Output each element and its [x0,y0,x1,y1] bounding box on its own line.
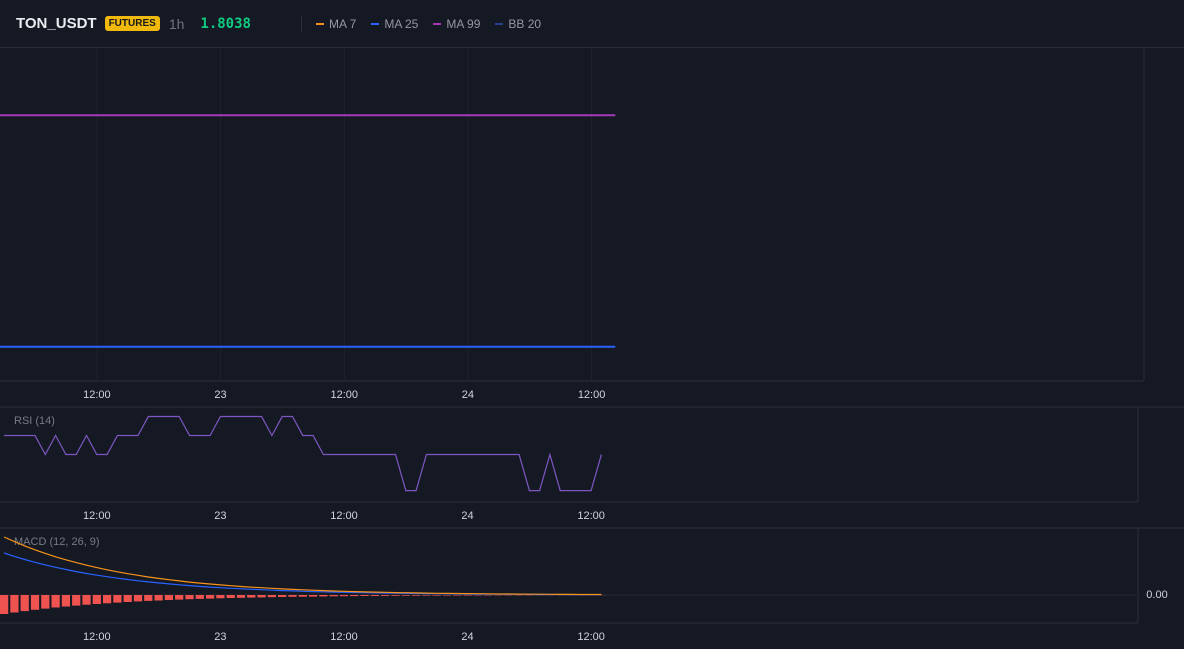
histogram-bar [20,595,29,612]
histogram-bar [411,595,421,596]
x-tick-label: 24 [461,631,473,643]
histogram-bar [463,595,472,596]
legend-label: MA 7 [328,16,357,31]
histogram-bar [442,595,452,596]
price: 1.8038 [200,15,251,32]
legend-item[interactable]: MA 25 [371,17,418,31]
histogram-bar [216,595,225,599]
x-tick-label: 12:00 [578,389,606,401]
pane-title: MACD (12, 26, 9) [14,536,100,548]
histogram-bar [319,595,328,597]
legend-item[interactable]: BB 20 [495,17,541,31]
histogram-bar [308,595,318,597]
x-tick-label: 12:00 [330,389,358,401]
legend-label: MA 25 [384,16,419,31]
histogram-bar [0,595,9,614]
histogram-bar [164,595,174,600]
histogram-bar [401,595,410,596]
histogram-bar [350,595,359,597]
x-tick-label: 23 [214,510,226,522]
histogram-bar [92,595,101,604]
legend-label: MA 99 [446,16,481,31]
histogram-bar [288,595,297,597]
histogram-bar [195,595,204,599]
interval[interactable]: 1h [168,15,185,32]
histogram-bar [329,595,338,597]
y-tick-label: 0.00 [1146,589,1167,601]
separator [300,15,302,32]
x-tick-label: 12:00 [577,510,605,522]
histogram-bar [453,595,462,596]
x-tick-label: 12:00 [330,631,358,643]
legend: MA 7 MA 25 MA 99 BB 20 [315,16,556,31]
histogram-bar [10,595,19,613]
histogram-bar [133,595,143,602]
x-tick-label: 23 [214,389,226,401]
histogram-bar [257,595,266,598]
header: TON_USDT FUTURES 1h 1.8038 MA 7 MA 25 MA 9… [0,0,1184,48]
histogram-bar [51,595,60,608]
series-line [4,415,602,492]
histogram-bar [175,595,184,600]
x-tick-label: 12:00 [330,510,358,522]
histogram-bar [82,595,91,605]
x-tick-label: 12:00 [83,389,111,401]
badge: FUTURES [104,16,160,31]
symbol[interactable]: TON_USDT [16,15,97,32]
legend-label: BB 20 [508,16,542,31]
series-line [3,536,602,596]
legend-item[interactable]: MA 99 [433,17,480,31]
histogram-bar [113,595,122,603]
histogram-bar [278,595,287,597]
histogram-bar [339,595,349,597]
histogram-bar [247,595,256,598]
series-line [3,552,602,596]
histogram-bar [298,595,307,597]
histogram-bar [381,595,390,596]
histogram-bar [360,595,369,596]
histogram-bar [144,595,153,601]
histogram-bar [236,595,246,598]
histogram-bar [41,595,50,609]
histogram-bar [391,595,400,596]
legend-swatch [433,22,442,25]
histogram-bar [205,595,215,599]
histogram-bar [154,595,163,601]
x-tick-label: 24 [462,389,474,401]
legend-item[interactable]: MA 7 [315,16,357,31]
legend-swatch [495,22,504,25]
histogram-bar [30,595,40,610]
histogram-bar [370,595,379,596]
legend-swatch [315,22,324,25]
histogram-bar [226,595,235,598]
x-tick-label: 12:00 [577,631,605,643]
x-tick-label: 12:00 [83,631,111,643]
x-tick-label: 12:00 [83,510,111,522]
histogram-bar [61,595,71,607]
histogram-bar [422,595,431,596]
legend-swatch [371,22,380,25]
histogram-bar [432,595,441,596]
x-tick-label: 23 [214,631,226,643]
histogram-bar [267,595,277,598]
histogram-bar [102,595,112,604]
x-tick-label: 24 [461,510,473,522]
histogram-bar [72,595,81,606]
pane-title: RSI (14) [14,415,55,427]
histogram-bar [185,595,194,600]
histogram-bar [123,595,132,602]
